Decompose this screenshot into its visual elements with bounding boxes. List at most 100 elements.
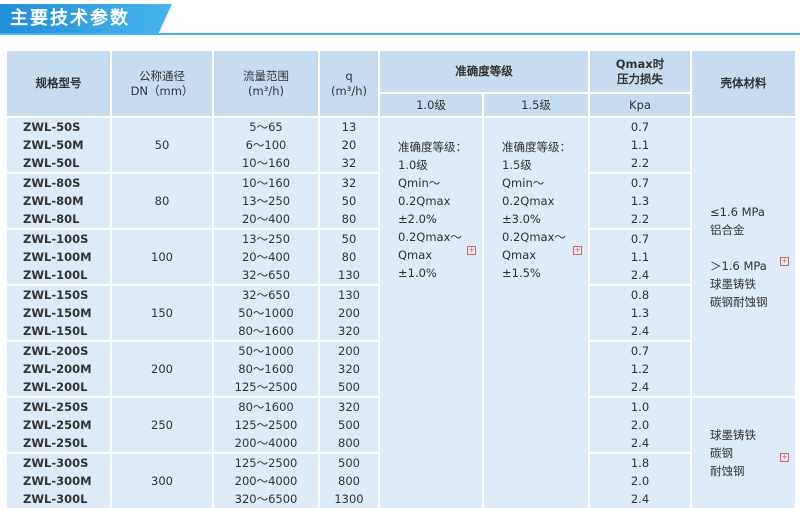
model: ZWL-50L xyxy=(23,156,80,170)
flow-cell: 32～650 50～1000 80～1600 xyxy=(212,284,320,342)
pressure-loss: 1.1 xyxy=(630,250,650,264)
dn-cell: 100 xyxy=(110,228,214,286)
model-cell: ZWL-200S ZWL-200M ZWL-200L xyxy=(5,340,112,398)
pressure-loss: 0.7 xyxy=(630,344,650,358)
pressure-loss: 2.4 xyxy=(630,380,650,394)
loss-cell: 0.7 1.1 2.2 xyxy=(588,116,692,174)
dn-cell: 300 xyxy=(110,452,214,510)
pressure-loss: 1.0 xyxy=(630,400,650,414)
dn-cell: 50 xyxy=(110,116,214,174)
model: ZWL-250L xyxy=(23,436,88,450)
model: ZWL-80M xyxy=(23,194,84,208)
pressure-loss: 1.3 xyxy=(630,306,650,320)
flow-cell: 80～1600 125～2500 200～4000 xyxy=(212,396,320,454)
pressure-loss: 2.4 xyxy=(630,268,650,282)
q-cell: 32 50 80 xyxy=(318,172,380,230)
header-row: 1.0级 1.5级 Kpa xyxy=(6,92,796,118)
dn-cell: 150 xyxy=(110,284,214,342)
flow-range: 200～4000 xyxy=(234,474,298,488)
flow-range: 32～650 xyxy=(241,268,291,282)
flow-range: 50～1000 xyxy=(238,344,294,358)
q-cell: 13 20 32 xyxy=(318,116,380,174)
flow-cell: 13～250 20～400 32～650 xyxy=(212,228,320,286)
model: ZWL-150S xyxy=(23,288,89,302)
model: ZWL-250S xyxy=(23,400,89,414)
q-value: 32 xyxy=(341,156,357,170)
header-row: 规格型号 公称通径 DN（mm） 流量范围 (m³/h) q (m³/h) 准确度等级 Q… xyxy=(5,49,797,118)
accuracy-text: 准确度等级： 1.0级 Qmin～ 0.2Qmax ±2.0% 0.2Qmax～… xyxy=(398,140,467,280)
flow-range: 6～100 xyxy=(245,138,287,152)
flow-range: 13～250 xyxy=(241,194,291,208)
model: ZWL-300L xyxy=(23,492,88,506)
header-cell: Qmax时 压力损失 xyxy=(588,49,692,94)
q-value: 500 xyxy=(338,380,360,394)
flow-range: 320～6500 xyxy=(234,492,298,506)
flow-cell: 5～65 6～100 10～160 xyxy=(212,116,320,174)
q-value: 320 xyxy=(338,400,360,414)
q-value: 130 xyxy=(338,288,360,302)
q-value: 320 xyxy=(338,324,360,338)
flow-range: 50～1000 xyxy=(238,306,294,320)
header-cell: 公称通径 DN（mm） xyxy=(110,49,214,118)
pressure-loss: 2.0 xyxy=(630,418,650,432)
loss-cell: 1.0 2.0 2.4 xyxy=(588,396,692,454)
pressure-loss: 1.2 xyxy=(630,362,650,376)
q-value: 200 xyxy=(338,344,360,358)
pressure-loss: 1.1 xyxy=(630,138,650,152)
pressure-loss: 0.7 xyxy=(630,176,650,190)
accuracy-text: 准确度等级： 1.5级 Qmin～ 0.2Qmax ±3.0% 0.2Qmax～… xyxy=(502,140,571,280)
group-row: ZWL-50S ZWL-50M ZWL-50L 50 5～65 6～100 10～160 13… xyxy=(5,116,797,510)
flow-cell: 50～1000 80～1600 125～2500 xyxy=(212,340,320,398)
flow-range: 80～1600 xyxy=(238,362,294,376)
q-cell: 200 320 500 xyxy=(318,340,380,398)
dn-cell: 250 xyxy=(110,396,214,454)
spec-table: 规格型号 公称通径 DN（mm） 流量范围 (m³/h) q (m³/h) 准确度等级 Q… xyxy=(5,49,797,510)
title-rule xyxy=(0,33,800,35)
title: 主要技术参数 xyxy=(10,8,130,29)
model-cell: ZWL-100S ZWL-100M ZWL-100L xyxy=(5,228,112,286)
model: ZWL-50S xyxy=(23,120,81,134)
loss-cell: 0.8 1.3 2.4 xyxy=(588,284,692,342)
material-cell: ≤1.6 MPa 铝合金 ＞1.6 MPa 球墨铸铁 碳钢耐蚀钢 + xyxy=(690,116,797,398)
q-value: 800 xyxy=(338,436,360,450)
header-cell: 流量范围 (m³/h) xyxy=(212,49,320,118)
flow-range: 125～2500 xyxy=(234,380,298,394)
q-cell: 500 800 1300 xyxy=(318,452,380,510)
q-value: 800 xyxy=(338,474,360,488)
model: ZWL-50M xyxy=(23,138,84,152)
flow-range: 13～250 xyxy=(241,232,291,246)
header-cell: q (m³/h) xyxy=(318,49,380,118)
dn-cell: 200 xyxy=(110,340,214,398)
flow-range: 200～4000 xyxy=(234,436,298,450)
q-value: 20 xyxy=(341,138,357,152)
q-value: 500 xyxy=(338,418,360,432)
loss-cell: 0.7 1.1 2.4 xyxy=(588,228,692,286)
flow-range: 20～400 xyxy=(241,212,291,226)
model: ZWL-100M xyxy=(23,250,92,264)
material-cell: 球墨铸铁 碳钢 耐蚀钢 + xyxy=(690,396,797,510)
flow-cell: 125～2500 200～4000 320～6500 xyxy=(212,452,320,510)
header-cell: 壳体材料 xyxy=(690,49,797,118)
pressure-loss: 1.3 xyxy=(630,194,650,208)
q-cell: 50 80 130 xyxy=(318,228,380,286)
flow-range: 32～650 xyxy=(241,288,291,302)
model: ZWL-80L xyxy=(23,212,80,226)
pressure-loss: 1.8 xyxy=(630,456,650,470)
group-row: ZWL-80S ZWL-80M ZWL-80L 80 10～160 13～250 20～40… xyxy=(5,172,796,230)
group-row: ZWL-250S ZWL-250M ZWL-250L 250 80～1600 125～25… xyxy=(5,396,797,510)
q-cell: 130 200 320 xyxy=(318,284,380,342)
q-value: 80 xyxy=(341,212,357,226)
model: ZWL-200L xyxy=(23,380,88,394)
title-bar: 主要技术参数 xyxy=(0,4,172,34)
flow-range: 5～65 xyxy=(249,120,283,134)
group-row: ZWL-200S ZWL-200M ZWL-200L 200 50～1000 80～160… xyxy=(5,340,796,398)
model-cell: ZWL-300S ZWL-300M ZWL-300L xyxy=(5,452,112,510)
loss-cell: 1.8 2.0 2.4 xyxy=(588,452,692,510)
q-value: 1300 xyxy=(334,492,364,506)
material-text: 球墨铸铁 碳钢 耐蚀钢 xyxy=(710,428,756,478)
pressure-loss: 0.7 xyxy=(630,232,650,246)
q-value: 200 xyxy=(338,306,360,320)
q-value: 13 xyxy=(341,120,357,134)
pressure-loss: 0.8 xyxy=(630,288,650,302)
